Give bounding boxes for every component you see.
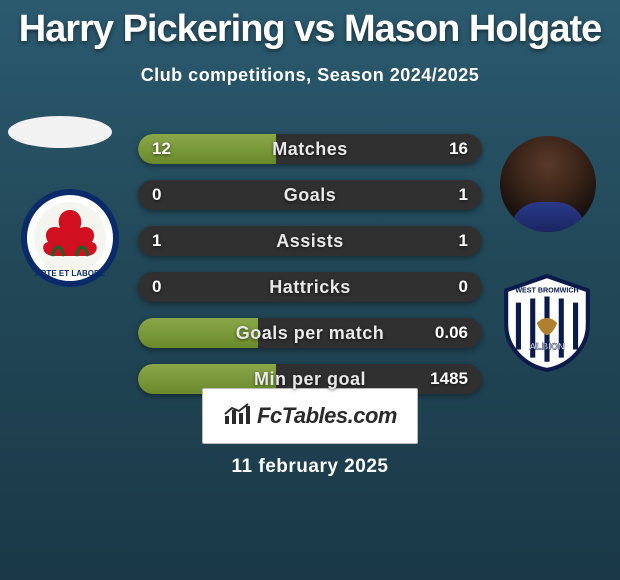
comparison-title: Harry Pickering vs Mason Holgate <box>0 0 620 51</box>
svg-text:ARTE ET LABORE: ARTE ET LABORE <box>35 269 106 278</box>
stat-rows-container: 12Matches160Goals11Assists10Hattricks0Go… <box>138 134 482 410</box>
stat-value-right: 1485 <box>422 369 482 389</box>
stat-value-left: 12 <box>138 139 198 159</box>
comparison-subtitle: Club competitions, Season 2024/2025 <box>0 65 620 86</box>
stat-value-right: 0 <box>422 277 482 297</box>
svg-text:WEST BROMWICH: WEST BROMWICH <box>515 286 578 294</box>
brand-text: FcTables.com <box>257 403 397 429</box>
svg-text:ALBION: ALBION <box>529 342 564 352</box>
stat-value-left: 1 <box>138 231 198 251</box>
stat-value-right: 1 <box>422 231 482 251</box>
stat-label: Matches <box>198 139 422 160</box>
stat-row: 12Matches16 <box>138 134 482 164</box>
left-club-crest: ARTE ET LABORE <box>20 188 120 288</box>
right-player-avatar <box>500 136 596 232</box>
left-player-avatar-placeholder <box>8 116 112 148</box>
stat-label: Hattricks <box>198 277 422 298</box>
stat-value-left: 0 <box>138 277 198 297</box>
stat-value-right: 1 <box>422 185 482 205</box>
stat-row: 1Assists1 <box>138 226 482 256</box>
stat-label: Goals per match <box>198 323 422 344</box>
stat-value-right: 16 <box>422 139 482 159</box>
stat-label: Goals <box>198 185 422 206</box>
right-club-crest: WEST BROMWICH ALBION <box>496 272 598 374</box>
stat-row: Goals per match0.06 <box>138 318 482 348</box>
stat-row: 0Hattricks0 <box>138 272 482 302</box>
infographic-date: 11 february 2025 <box>0 456 620 478</box>
stat-value-right: 0.06 <box>422 323 482 343</box>
stat-value-left: 0 <box>138 185 198 205</box>
stat-row: 0Goals1 <box>138 180 482 210</box>
brand-chart-icon <box>223 402 251 431</box>
brand-box: FcTables.com <box>202 388 418 444</box>
stat-label: Min per goal <box>198 369 422 390</box>
stat-label: Assists <box>198 231 422 252</box>
